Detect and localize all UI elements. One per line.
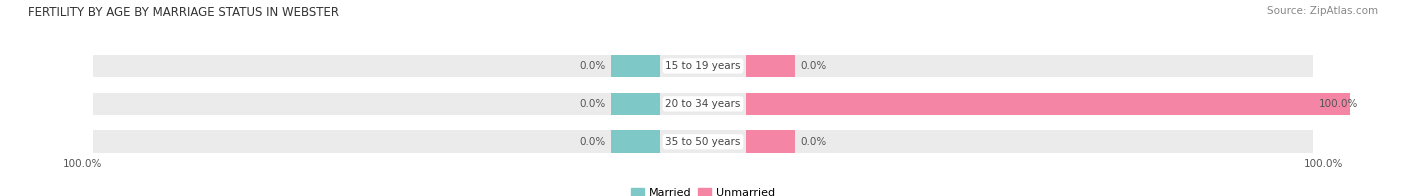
Text: 20 to 34 years: 20 to 34 years xyxy=(665,99,741,109)
Legend: Married, Unmarried: Married, Unmarried xyxy=(627,183,779,196)
Bar xyxy=(745,55,794,77)
Bar xyxy=(745,93,1362,115)
Bar xyxy=(93,93,1313,115)
Bar xyxy=(93,55,1313,77)
Text: 15 to 19 years: 15 to 19 years xyxy=(665,61,741,71)
Bar xyxy=(612,55,661,77)
Text: Source: ZipAtlas.com: Source: ZipAtlas.com xyxy=(1267,6,1378,16)
Text: 100.0%: 100.0% xyxy=(1305,159,1344,169)
Bar xyxy=(745,130,794,153)
Text: 100.0%: 100.0% xyxy=(62,159,101,169)
Text: 0.0%: 0.0% xyxy=(579,61,606,71)
Bar xyxy=(612,93,661,115)
Bar xyxy=(93,130,1313,153)
Text: 0.0%: 0.0% xyxy=(800,61,827,71)
Text: 0.0%: 0.0% xyxy=(579,99,606,109)
Text: 0.0%: 0.0% xyxy=(800,137,827,147)
Text: 35 to 50 years: 35 to 50 years xyxy=(665,137,741,147)
Bar xyxy=(612,130,661,153)
Text: 0.0%: 0.0% xyxy=(579,137,606,147)
Text: FERTILITY BY AGE BY MARRIAGE STATUS IN WEBSTER: FERTILITY BY AGE BY MARRIAGE STATUS IN W… xyxy=(28,6,339,19)
Text: 100.0%: 100.0% xyxy=(1319,99,1358,109)
